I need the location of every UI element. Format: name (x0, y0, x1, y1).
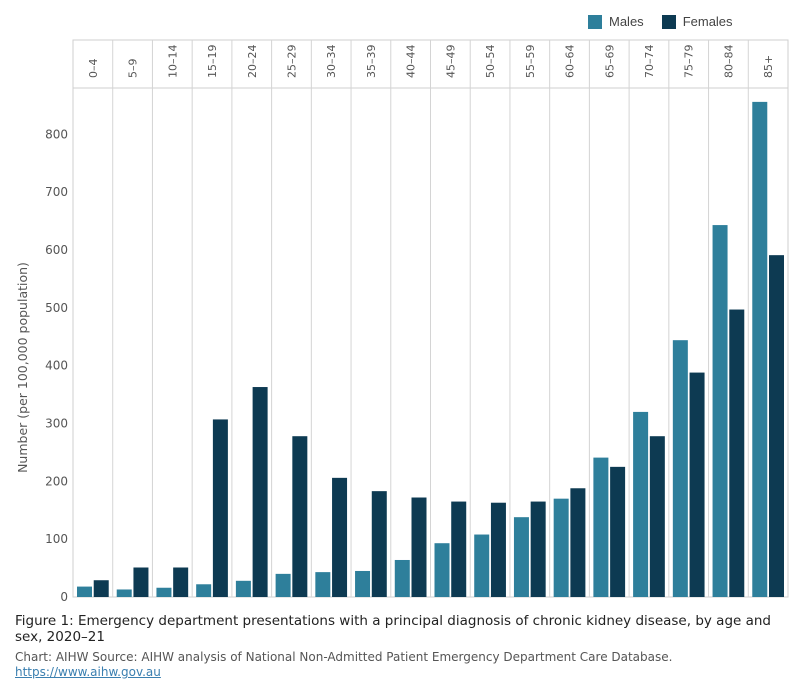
bar-females (411, 497, 427, 597)
bar-females (729, 309, 745, 597)
bar-females (530, 501, 546, 597)
bar-males (513, 517, 529, 597)
category-label: 40–44 (405, 45, 418, 79)
bar-females (93, 580, 109, 597)
y-tick-label: 600 (45, 243, 68, 257)
y-tick-label: 500 (45, 301, 68, 315)
bar-females (610, 466, 626, 597)
legend-label-males: Males (609, 14, 644, 29)
bar-females (212, 419, 228, 597)
y-tick-label: 400 (45, 359, 68, 373)
category-label: 70–74 (643, 45, 656, 79)
y-tick-label: 800 (45, 127, 68, 141)
bar-males (553, 498, 569, 597)
category-label: 80–84 (722, 45, 735, 79)
bar-females (332, 477, 348, 597)
bar-males (752, 101, 768, 597)
bar-males (235, 580, 251, 597)
category-label: 45–49 (444, 45, 457, 79)
category-label: 20–24 (246, 45, 259, 79)
category-label: 15–19 (206, 45, 219, 79)
bar-males (275, 573, 291, 597)
bar-males (434, 543, 450, 597)
bar-males (77, 586, 92, 597)
bar-males (116, 589, 132, 597)
category-label: 55–59 (524, 45, 537, 79)
y-tick-label: 0 (60, 590, 68, 604)
category-label: 30–34 (325, 45, 338, 79)
y-axis-title: Number (per 100,000 population) (15, 262, 30, 473)
bar-females (649, 436, 665, 597)
legend-swatch-males (588, 14, 602, 29)
category-label: 10–14 (166, 45, 179, 79)
category-label: 35–39 (365, 45, 378, 79)
category-label: 25–29 (285, 45, 298, 79)
bar-females (490, 502, 506, 597)
legend-swatch-females (661, 14, 676, 29)
category-label: 85+ (762, 55, 775, 78)
legend-item-males[interactable]: Males (588, 14, 644, 29)
bar-males (712, 225, 728, 598)
chart-credit: Chart: AIHW Source: AIHW analysis of Nat… (15, 650, 673, 664)
category-label: 0–4 (87, 59, 100, 79)
bar-females (769, 255, 784, 598)
bar-females (173, 567, 189, 597)
y-tick-label: 700 (45, 185, 68, 199)
bar-males (672, 340, 688, 597)
bar-males (355, 570, 371, 597)
bar-females (133, 567, 149, 597)
bar-males (156, 587, 172, 597)
bar-females (451, 501, 467, 597)
bar-females (252, 387, 268, 597)
category-label: 65–69 (603, 45, 616, 79)
bar-males (593, 457, 609, 597)
bar-males (633, 411, 649, 597)
category-label: 60–64 (564, 45, 577, 79)
bar-males (474, 534, 490, 597)
legend: Males Females (588, 14, 751, 29)
y-tick-label: 200 (45, 474, 68, 488)
legend-label-females: Females (682, 14, 733, 29)
bar-females (371, 491, 387, 597)
category-label: 75–79 (683, 45, 696, 79)
y-tick-label: 100 (45, 532, 68, 546)
category-label: 50–54 (484, 45, 497, 79)
figure-caption: Figure 1: Emergency department presentat… (15, 613, 772, 645)
chart: 0–4 5–9 10–14 15–19 20–24 25–29 30–34 35–39 40–4… (15, 39, 789, 604)
y-tick-label: 300 (45, 416, 68, 430)
category-label: 5–9 (127, 59, 140, 79)
legend-item-females[interactable]: Females (661, 14, 733, 29)
bar-males (196, 584, 212, 597)
bar-females (570, 488, 586, 597)
bar-males (315, 572, 331, 597)
bar-males (394, 559, 410, 597)
bar-females (292, 436, 308, 597)
bar-females (689, 372, 705, 597)
source-link[interactable]: https://www.aihw.gov.au (15, 665, 161, 679)
